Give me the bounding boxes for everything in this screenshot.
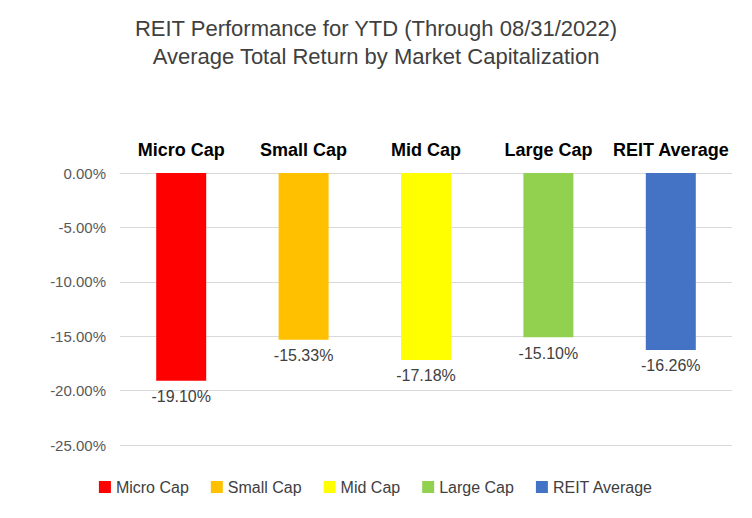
- svg-text:Small Cap: Small Cap: [228, 479, 302, 496]
- svg-text:Mid Cap: Mid Cap: [391, 140, 461, 160]
- svg-text:-20.00%: -20.00%: [50, 382, 106, 399]
- svg-text:Large Cap: Large Cap: [439, 479, 514, 496]
- svg-text:Mid Cap: Mid Cap: [341, 479, 401, 496]
- svg-text:Average Total Return by Market: Average Total Return by Market Capitaliz…: [153, 44, 600, 69]
- svg-text:-16.26%: -16.26%: [641, 357, 701, 374]
- svg-text:-17.18%: -17.18%: [396, 367, 456, 384]
- svg-text:-15.10%: -15.10%: [519, 345, 579, 362]
- svg-text:Micro Cap: Micro Cap: [116, 479, 189, 496]
- svg-text:0.00%: 0.00%: [63, 165, 106, 182]
- svg-text:REIT Average: REIT Average: [553, 479, 652, 496]
- svg-text:-10.00%: -10.00%: [50, 273, 106, 290]
- svg-text:-15.33%: -15.33%: [274, 347, 334, 364]
- svg-text:REIT Average: REIT Average: [613, 140, 729, 160]
- svg-text:-5.00%: -5.00%: [58, 219, 106, 236]
- svg-text:-15.00%: -15.00%: [50, 328, 106, 345]
- svg-text:Large Cap: Large Cap: [504, 140, 592, 160]
- svg-text:-25.00%: -25.00%: [50, 437, 106, 454]
- svg-text:Small Cap: Small Cap: [260, 140, 347, 160]
- svg-text:Micro Cap: Micro Cap: [138, 140, 225, 160]
- svg-text:-19.10%: -19.10%: [151, 388, 211, 405]
- svg-text:REIT Performance for YTD (Thro: REIT Performance for YTD (Through 08/31/…: [135, 16, 617, 41]
